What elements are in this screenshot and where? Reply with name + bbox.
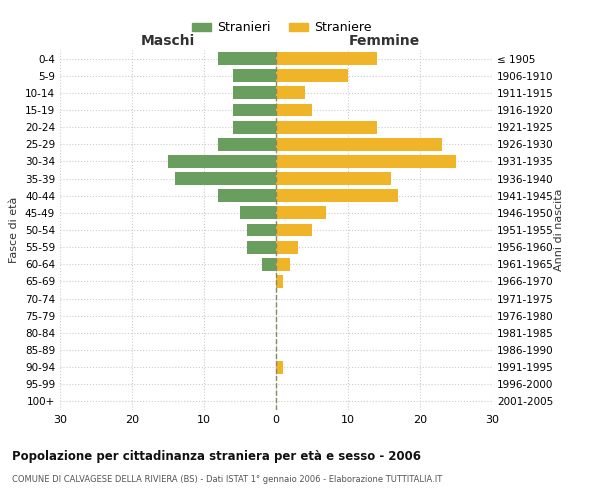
Bar [276, 120, 377, 134]
Bar [262, 258, 276, 270]
Bar [276, 240, 298, 254]
Bar [276, 52, 377, 65]
Bar [276, 70, 348, 82]
Bar [233, 104, 276, 117]
Bar [276, 258, 290, 270]
Text: Maschi: Maschi [141, 34, 195, 48]
Bar [276, 138, 442, 150]
Bar [218, 138, 276, 150]
Bar [276, 172, 391, 185]
Bar [247, 224, 276, 236]
Y-axis label: Fasce di età: Fasce di età [10, 197, 19, 263]
Bar [240, 206, 276, 220]
Bar [276, 190, 398, 202]
Bar [276, 360, 283, 374]
Bar [175, 172, 276, 185]
Text: COMUNE DI CALVAGESE DELLA RIVIERA (BS) - Dati ISTAT 1° gennaio 2006 - Elaborazio: COMUNE DI CALVAGESE DELLA RIVIERA (BS) -… [12, 475, 442, 484]
Bar [218, 52, 276, 65]
Bar [276, 104, 312, 117]
Bar [276, 224, 312, 236]
Bar [247, 240, 276, 254]
Bar [233, 70, 276, 82]
Bar [276, 206, 326, 220]
Text: Femmine: Femmine [349, 34, 419, 48]
Legend: Stranieri, Straniere: Stranieri, Straniere [187, 16, 377, 40]
Text: Popolazione per cittadinanza straniera per età e sesso - 2006: Popolazione per cittadinanza straniera p… [12, 450, 421, 463]
Bar [168, 155, 276, 168]
Bar [233, 86, 276, 100]
Y-axis label: Anni di nascita: Anni di nascita [554, 188, 564, 271]
Bar [233, 120, 276, 134]
Bar [218, 190, 276, 202]
Bar [276, 275, 283, 288]
Bar [276, 155, 456, 168]
Bar [276, 86, 305, 100]
